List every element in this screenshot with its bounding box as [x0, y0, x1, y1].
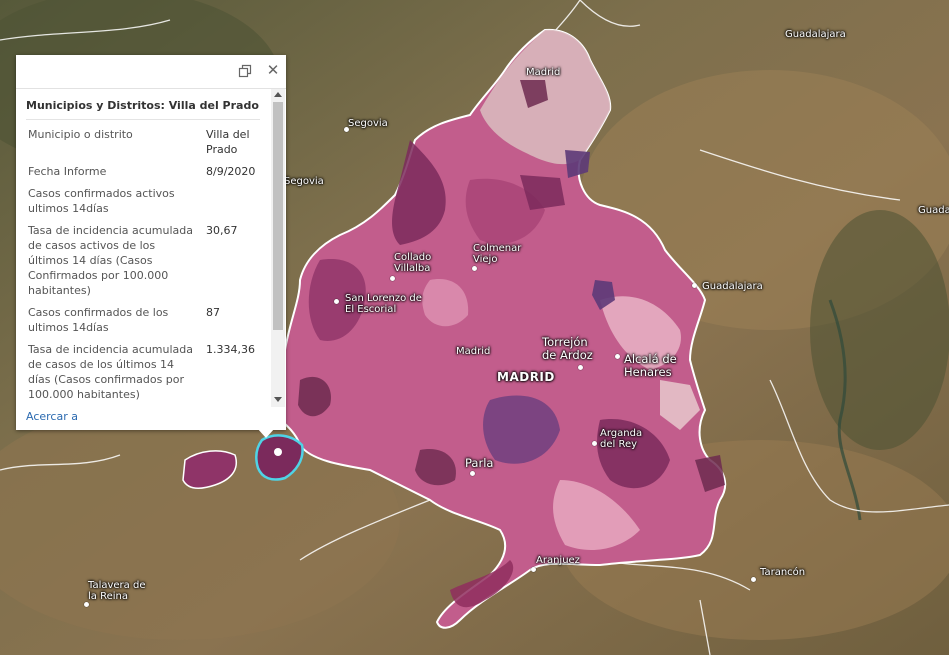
place-dot-icon — [334, 299, 339, 304]
attribute-value: 30,67 — [206, 224, 238, 237]
province-boundary — [769, 379, 949, 513]
terrain-patch — [810, 210, 949, 450]
place-dot-icon — [751, 577, 756, 582]
scroll-down-arrow-icon[interactable] — [274, 397, 282, 402]
attribute-key: Municipio o distrito — [28, 128, 133, 141]
place-label-arganda: Arganda del Rey — [600, 428, 643, 450]
attribute-key: Tasa de incidencia acumulada de casos de… — [28, 343, 194, 401]
district-light — [660, 380, 700, 430]
attribute-value: 87 — [206, 306, 220, 319]
place-label-alcala: Alcalá de Henares — [624, 352, 677, 379]
selected-municipality[interactable] — [255, 434, 304, 481]
attribute-row: Tasa de incidencia acumulada de casos ac… — [24, 221, 264, 303]
place-label-madrid-small: Madrid — [456, 346, 491, 357]
place-label-torrejon: Torrejón de Ardoz — [542, 335, 593, 362]
divider — [26, 119, 260, 120]
zoom-to-link[interactable]: Acercar a — [26, 410, 78, 423]
place-dot-icon — [578, 365, 583, 370]
district-light — [600, 296, 681, 370]
place-label-madrid-north: Madrid — [526, 67, 561, 78]
district-dark — [520, 80, 548, 108]
place-label-parla: Parla — [465, 456, 494, 470]
madrid-region[interactable] — [268, 28, 727, 629]
district-dark — [520, 175, 565, 210]
river — [828, 299, 862, 521]
place-label-segovia: Segovia — [348, 118, 388, 129]
attribute-row: Casos confirmados de los ultimos 14días 8… — [24, 303, 264, 340]
place-label-tarancon: Tarancón — [760, 567, 806, 578]
district-dark — [450, 560, 514, 608]
attribute-row: Municipio o distrito Villa del Prado — [24, 125, 264, 162]
attribute-value — [202, 184, 264, 221]
attribute-key: Tasa de incidencia acumulada de casos ac… — [28, 224, 194, 297]
villa-del-prado-enclave — [182, 450, 237, 490]
district-dark — [392, 140, 446, 245]
attribute-key: Casos confirmados activos ultimos 14días — [28, 187, 175, 215]
district-dark — [483, 395, 560, 464]
district-purple — [592, 280, 615, 310]
place-label-segovia-west: Segovia — [284, 176, 324, 187]
place-dot-icon — [84, 602, 89, 607]
popup-pointer — [257, 428, 275, 438]
district-dark — [415, 449, 456, 486]
popup-header: ✕ — [16, 55, 286, 89]
attribute-value: 1.334,36 — [206, 343, 255, 356]
place-dot-icon — [470, 471, 475, 476]
place-dot-icon — [344, 127, 349, 132]
attribute-key: Casos confirmados de los ultimos 14días — [28, 306, 169, 334]
place-dot-icon — [390, 276, 395, 281]
attribute-value: Villa del Prado — [206, 128, 250, 156]
place-label-colmenar-viejo: Colmenar Viejo — [473, 243, 522, 265]
attribute-row: Fecha Informe 8/9/2020 — [24, 162, 264, 184]
province-boundary — [0, 0, 901, 655]
popup-title: Municipios y Distritos: Villa del Prado — [26, 99, 259, 112]
district-mid — [465, 178, 545, 244]
place-label-madrid-capital: MADRID — [497, 370, 555, 384]
place-label-guadalajara-top: Guadalajara — [785, 29, 846, 40]
district-purple — [565, 150, 590, 178]
scroll-thumb[interactable] — [273, 102, 283, 330]
attribute-table: Municipio o distrito Villa del Prado Fecha… — [24, 125, 264, 407]
place-dot-icon — [472, 266, 477, 271]
close-icon[interactable]: ✕ — [266, 61, 280, 79]
district-dark — [298, 376, 331, 417]
place-label-collado-villalba: Collado Villalba — [394, 252, 432, 274]
popup-scrollbar[interactable] — [271, 89, 285, 407]
selected-location-marker[interactable] — [274, 448, 282, 456]
attribute-row: Casos confirmados activos ultimos 14días — [24, 184, 264, 221]
attribute-value: 8/9/2020 — [206, 165, 256, 178]
district-dark — [695, 455, 725, 492]
place-label-guadalajara-right: Guada — [918, 205, 949, 216]
popup-content: Municipios y Distritos: Villa del Prado … — [16, 89, 270, 407]
place-dot-icon — [531, 567, 536, 572]
district-light — [553, 480, 640, 550]
feature-popup[interactable]: ✕ Municipios y Distritos: Villa del Prad… — [16, 55, 286, 430]
scroll-up-arrow-icon[interactable] — [274, 92, 282, 97]
place-label-aranjuez: Aranjuez — [536, 555, 580, 566]
place-label-talavera: Talavera de la Reina — [88, 580, 146, 602]
place-dot-icon — [615, 354, 620, 359]
district-dark — [597, 419, 670, 489]
place-dot-icon — [592, 441, 597, 446]
maximize-icon[interactable] — [238, 64, 252, 78]
attribute-row: Tasa de incidencia acumulada de casos de… — [24, 340, 264, 407]
place-label-guadalajara-mid: Guadalajara — [702, 281, 763, 292]
place-label-san-lorenzo: San Lorenzo de El Escorial — [345, 293, 422, 315]
district-light — [422, 279, 469, 327]
place-dot-icon — [692, 283, 697, 288]
attribute-key: Fecha Informe — [28, 165, 107, 178]
